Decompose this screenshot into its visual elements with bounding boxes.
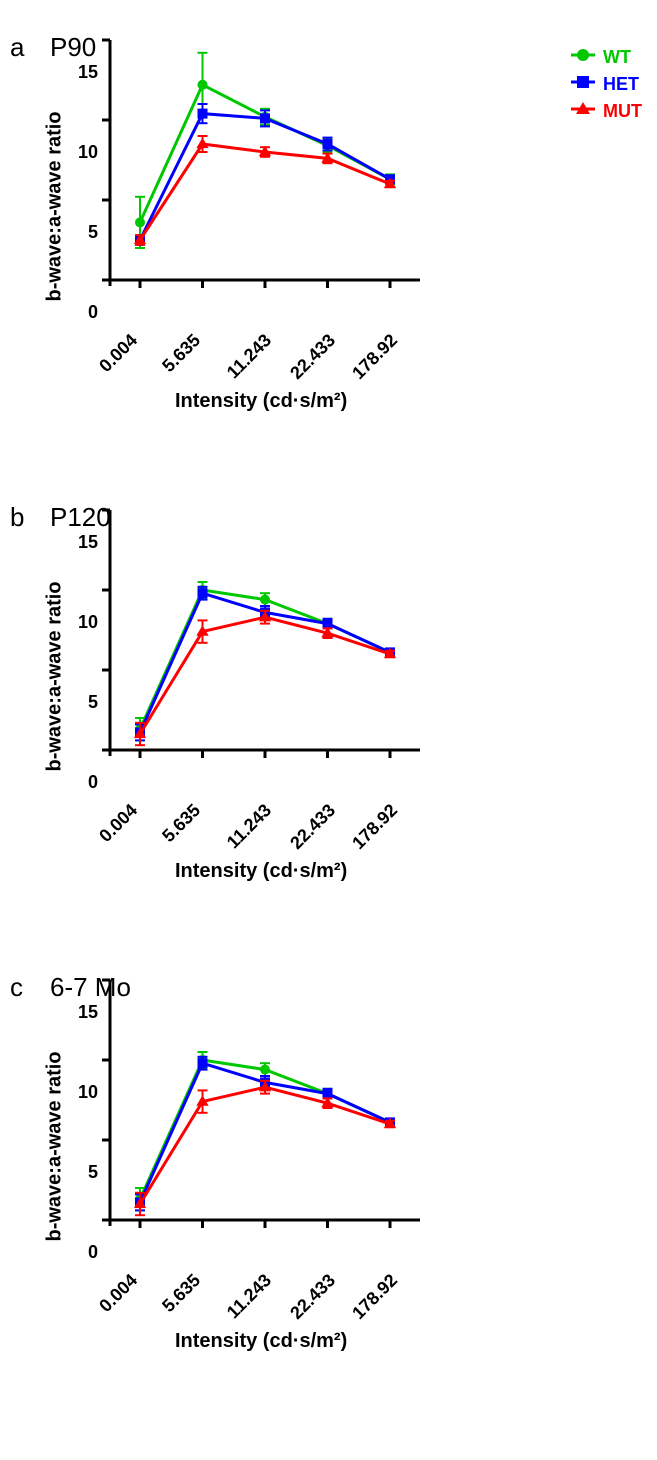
figure: WTHETMUT a P90 b-wave:a-wave ratio 05101… — [10, 40, 647, 1380]
x-tick-label: 0.004 — [95, 1270, 142, 1317]
y-axis-label: b-wave:a-wave ratio — [44, 572, 67, 772]
panel-c: c 6-7 Mo b-wave:a-wave ratio 051015 0.00… — [10, 980, 647, 1380]
y-tick-label: 10 — [68, 612, 98, 633]
panel-title: P120 — [50, 502, 111, 533]
panel-id: b — [10, 502, 24, 533]
x-tick-label: 11.243 — [223, 330, 276, 383]
x-tick-label: 0.004 — [95, 330, 142, 377]
x-tick-label: 0.004 — [95, 800, 142, 847]
x-tick-label: 22.433 — [286, 800, 340, 854]
x-tick-label: 178.92 — [348, 800, 402, 854]
y-tick-label: 15 — [68, 1002, 98, 1023]
x-axis-label: Intensity (cd·s/m²) — [175, 390, 347, 413]
y-tick-label: 10 — [68, 142, 98, 163]
chart — [110, 980, 647, 1245]
x-tick-label: 5.635 — [158, 330, 205, 377]
y-tick-label: 0 — [68, 1242, 98, 1263]
panel-b: b P120 b-wave:a-wave ratio 051015 0.0045… — [10, 510, 647, 910]
panel-title: P90 — [50, 32, 96, 63]
y-tick-label: 0 — [68, 302, 98, 323]
x-tick-label: 178.92 — [348, 330, 402, 384]
x-tick-label: 22.433 — [286, 330, 340, 384]
x-axis-label: Intensity (cd·s/m²) — [175, 1330, 347, 1353]
panel-a: a P90 b-wave:a-wave ratio 051015 0.0045.… — [10, 40, 647, 440]
x-tick-label: 5.635 — [158, 1270, 205, 1317]
y-axis-label: b-wave:a-wave ratio — [44, 102, 67, 302]
x-axis-label: Intensity (cd·s/m²) — [175, 860, 347, 883]
x-tick-label: 11.243 — [223, 1270, 276, 1323]
panel-id: a — [10, 32, 24, 63]
x-tick-label: 178.92 — [348, 1270, 402, 1324]
chart — [110, 40, 647, 305]
y-tick-label: 10 — [68, 1082, 98, 1103]
chart — [110, 510, 647, 775]
y-tick-label: 5 — [68, 692, 98, 713]
panel-id: c — [10, 972, 23, 1003]
y-tick-label: 0 — [68, 772, 98, 793]
x-tick-label: 11.243 — [223, 800, 276, 853]
y-tick-label: 15 — [68, 532, 98, 553]
x-tick-label: 5.635 — [158, 800, 205, 847]
y-tick-label: 15 — [68, 62, 98, 83]
y-tick-label: 5 — [68, 1162, 98, 1183]
y-axis-label: b-wave:a-wave ratio — [44, 1042, 67, 1242]
y-tick-label: 5 — [68, 222, 98, 243]
x-tick-label: 22.433 — [286, 1270, 340, 1324]
